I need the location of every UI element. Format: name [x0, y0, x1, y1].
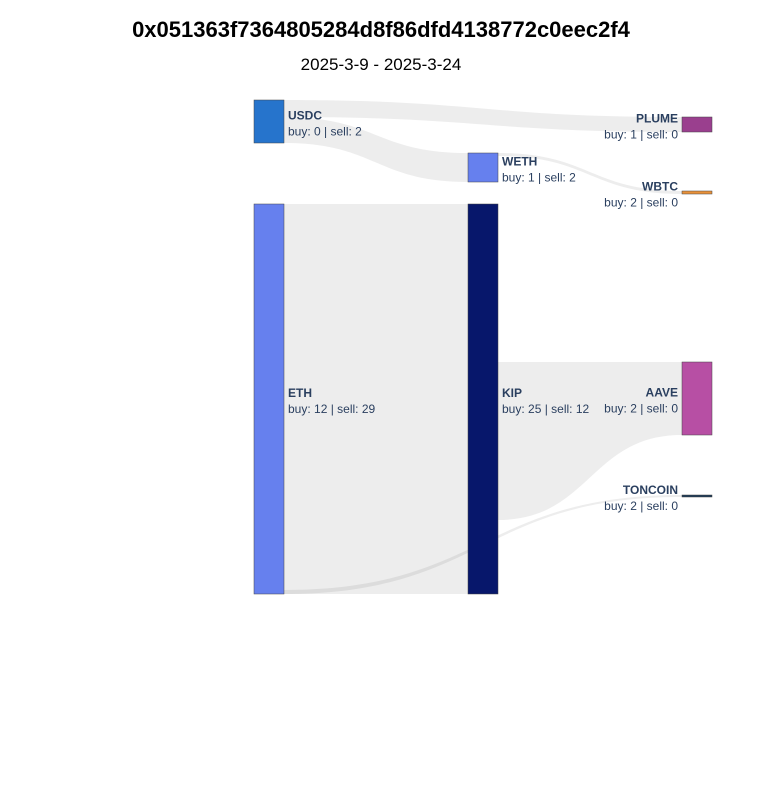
node-weth[interactable]	[467, 152, 499, 183]
chart-subtitle: 2025-3-9 - 2025-3-24	[300, 55, 462, 74]
node-label-aave: AAVE	[646, 386, 678, 400]
node-stats-wbtc: buy: 2 | sell: 0	[604, 196, 678, 210]
link-usdc-weth[interactable]	[284, 117, 468, 182]
node-stats-weth: buy: 1 | sell: 2	[502, 171, 576, 185]
node-label-wbtc: WBTC	[642, 180, 678, 194]
node-eth[interactable]	[253, 203, 285, 595]
node-stats-aave: buy: 2 | sell: 0	[604, 402, 678, 416]
node-stats-kip: buy: 25 | sell: 12	[502, 402, 589, 416]
node-label-kip: KIP	[502, 386, 522, 400]
node-stats-toncoin: buy: 2 | sell: 0	[604, 499, 678, 513]
link-eth-kip[interactable]	[284, 204, 468, 594]
link-weth-wbtc[interactable]	[498, 153, 682, 194]
sankey-labels: USDC buy: 0 | sell: 2 ETH buy: 12 | sell: 2…	[288, 109, 678, 514]
node-wbtc[interactable]	[681, 190, 713, 195]
node-stats-plume: buy: 1 | sell: 0	[604, 128, 678, 142]
node-plume[interactable]	[681, 116, 713, 133]
node-label-weth: WETH	[502, 155, 537, 169]
node-aave[interactable]	[681, 361, 713, 436]
node-stats-eth: buy: 12 | sell: 29	[288, 402, 375, 416]
sankey-nodes	[253, 99, 713, 595]
node-usdc[interactable]	[253, 99, 285, 144]
link-usdc-plume[interactable]	[284, 100, 682, 132]
node-label-plume: PLUME	[636, 112, 678, 126]
link-kip-aave[interactable]	[498, 362, 682, 520]
node-stats-usdc: buy: 0 | sell: 2	[288, 125, 362, 139]
node-label-usdc: USDC	[288, 109, 322, 123]
chart-title: 0x051363f7364805284d8f86dfd4138772c0eec2…	[132, 17, 630, 42]
node-label-toncoin: TONCOIN	[623, 483, 678, 497]
node-kip[interactable]	[467, 203, 499, 595]
node-label-eth: ETH	[288, 386, 312, 400]
node-toncoin[interactable]	[681, 494, 713, 498]
